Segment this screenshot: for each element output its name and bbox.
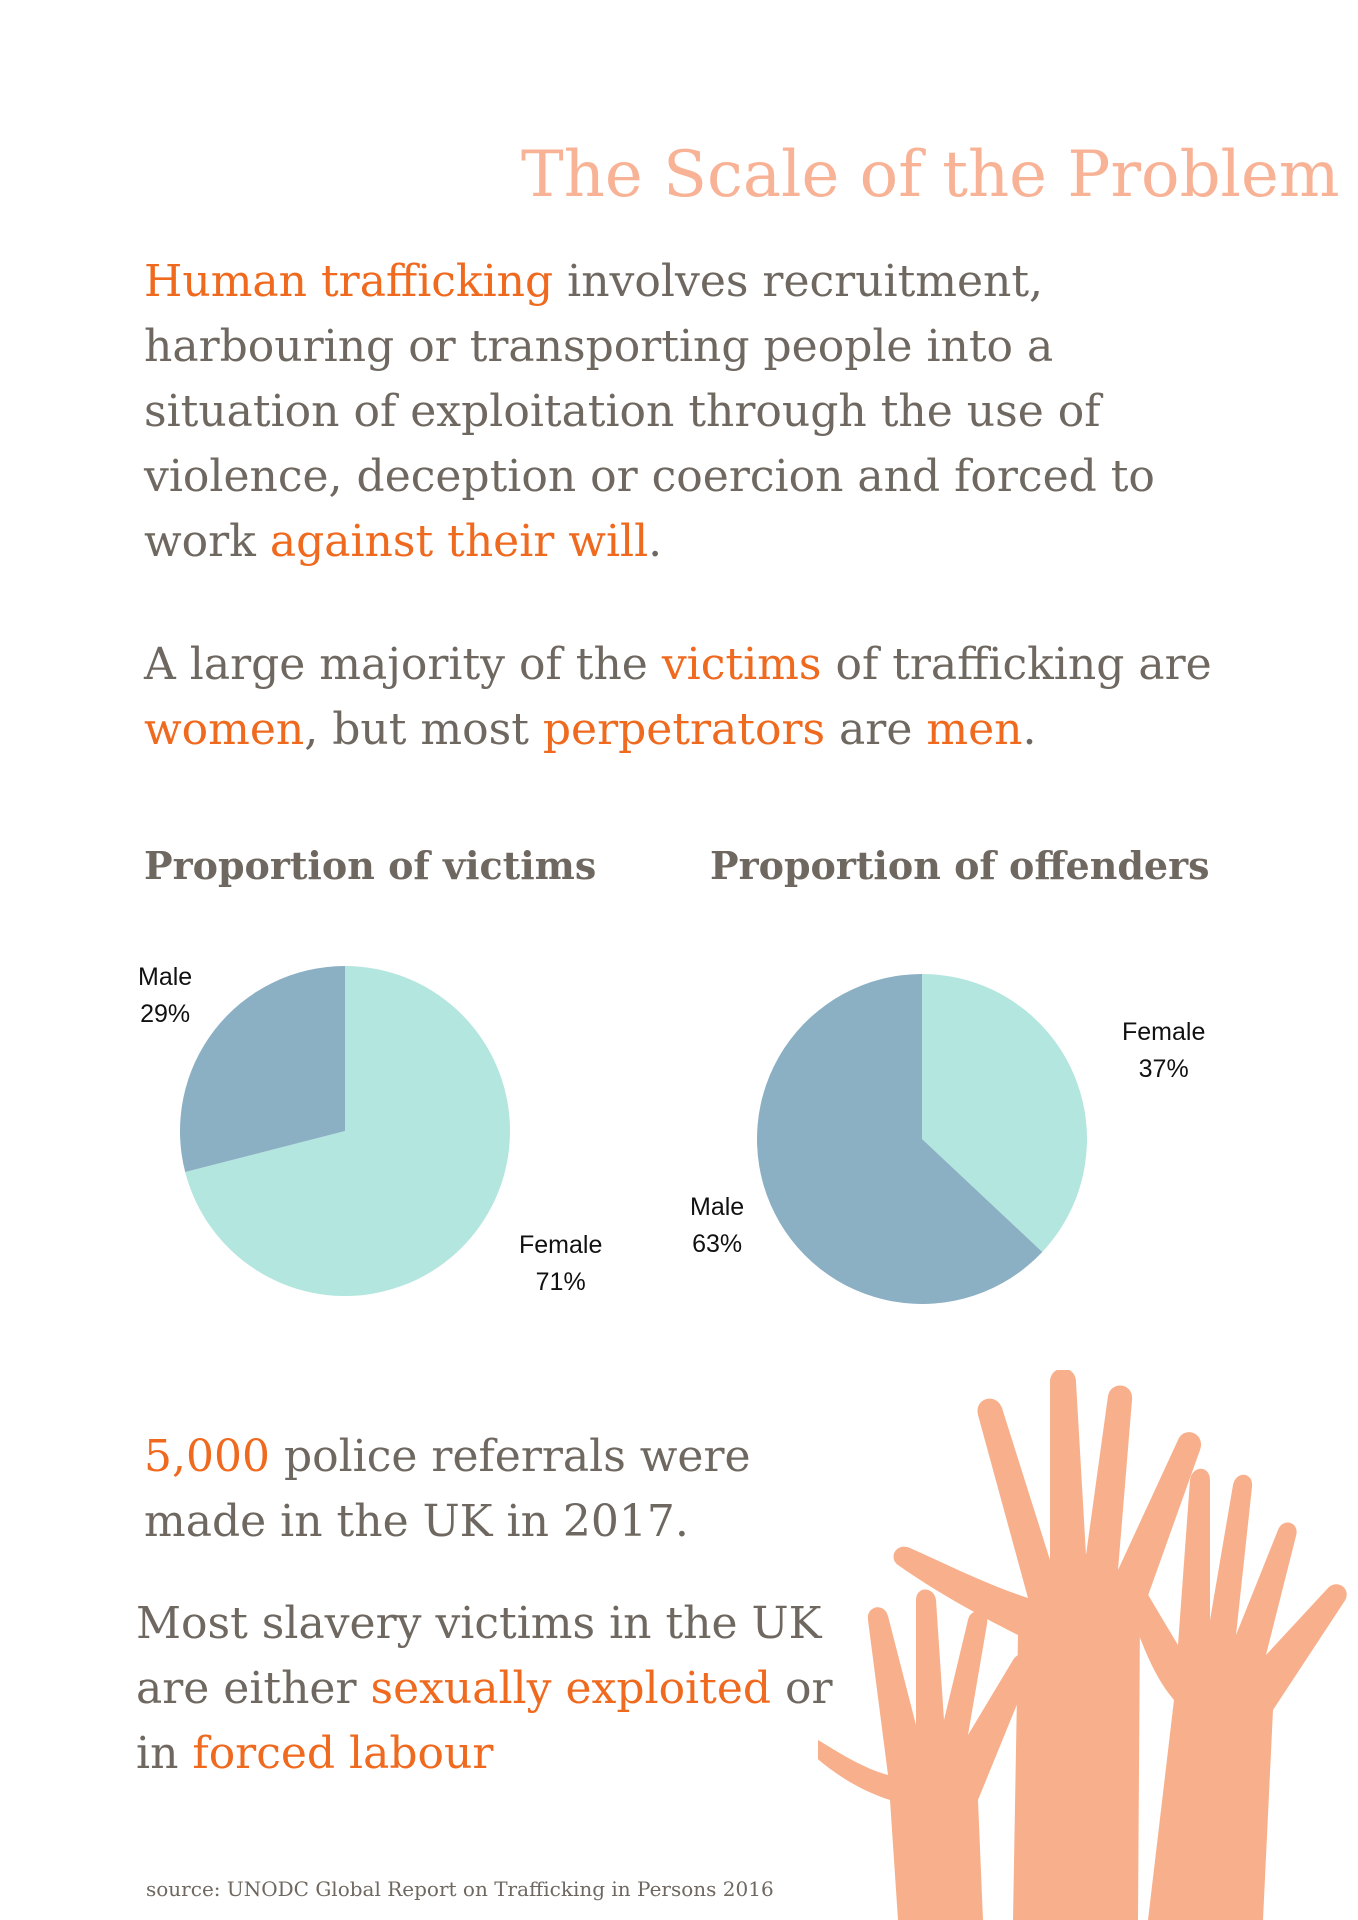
majority-text-2: of trafficking are bbox=[821, 639, 1212, 690]
majority-text-3: , but most bbox=[304, 704, 543, 755]
referrals-paragraph: 5,000 police referrals were made in the … bbox=[144, 1424, 844, 1554]
intro-paragraph: Human trafficking involves recruitment, … bbox=[144, 249, 1244, 574]
slavery-highlight-sexual: sexually exploited bbox=[370, 1663, 772, 1714]
offenders-male-value: 63% bbox=[692, 1230, 743, 1258]
slavery-text-2: or in bbox=[136, 1663, 833, 1779]
offenders-male-name: Male bbox=[690, 1193, 745, 1221]
source-citation: source: UNODC Global Report on Trafficki… bbox=[146, 1877, 774, 1901]
victims-pie-slice-female bbox=[185, 966, 510, 1296]
offenders-female-label: Female 37% bbox=[1122, 1014, 1205, 1088]
majority-text-1: A large majority of the bbox=[144, 639, 662, 690]
victims-male-value: 29% bbox=[140, 1000, 191, 1028]
slavery-paragraph: Most slavery victims in the UK are eithe… bbox=[136, 1591, 856, 1786]
offenders-female-value: 37% bbox=[1138, 1055, 1189, 1083]
hand-center-icon bbox=[893, 1370, 1202, 1920]
victims-female-name: Female bbox=[519, 1231, 603, 1259]
majority-highlight-victims: victims bbox=[661, 639, 822, 690]
slavery-text-1: Most slavery victims in the UK are eithe… bbox=[136, 1598, 822, 1714]
intro-highlight-against-will: against their will bbox=[269, 516, 649, 567]
offenders-pie-slice-female bbox=[922, 974, 1087, 1252]
victims-male-name: Male bbox=[138, 963, 193, 991]
majority-highlight-women: women bbox=[144, 704, 305, 755]
referrals-highlight-number: 5,000 bbox=[144, 1431, 270, 1482]
hand-right-icon bbox=[1118, 1468, 1347, 1920]
intro-highlight-human-trafficking: Human trafficking bbox=[144, 256, 554, 307]
offenders-pie-chart bbox=[757, 974, 1087, 1304]
intro-text: involves recruitment, harbouring or tran… bbox=[144, 256, 1155, 567]
majority-paragraph: A large majority of the victims of traff… bbox=[144, 632, 1244, 762]
offenders-pie-slice-male bbox=[757, 974, 1043, 1304]
page-title: The Scale of the Problem bbox=[521, 138, 1340, 212]
victims-pie-chart bbox=[180, 966, 510, 1296]
victims-pie-slice-male bbox=[180, 966, 345, 1173]
majority-highlight-perpetrators: perpetrators bbox=[542, 704, 826, 755]
majority-highlight-men: men bbox=[926, 704, 1023, 755]
offenders-male-label: Male 63% bbox=[690, 1189, 744, 1263]
victims-female-label: Female 71% bbox=[519, 1227, 602, 1301]
slavery-highlight-forced-labour: forced labour bbox=[192, 1728, 494, 1779]
intro-period: . bbox=[648, 516, 663, 567]
victims-male-label: Male 29% bbox=[138, 959, 192, 1033]
hand-left-icon bbox=[818, 1589, 1033, 1920]
majority-text-5: . bbox=[1022, 704, 1037, 755]
offenders-female-name: Female bbox=[1122, 1018, 1206, 1046]
referrals-text: police referrals were made in the UK in … bbox=[144, 1431, 751, 1547]
victims-chart-title: Proportion of victims bbox=[144, 843, 597, 888]
offenders-chart-title: Proportion of offenders bbox=[710, 843, 1210, 888]
victims-female-value: 71% bbox=[535, 1268, 586, 1296]
raised-hands-illustration bbox=[818, 1370, 1347, 1920]
majority-text-4: are bbox=[825, 704, 927, 755]
